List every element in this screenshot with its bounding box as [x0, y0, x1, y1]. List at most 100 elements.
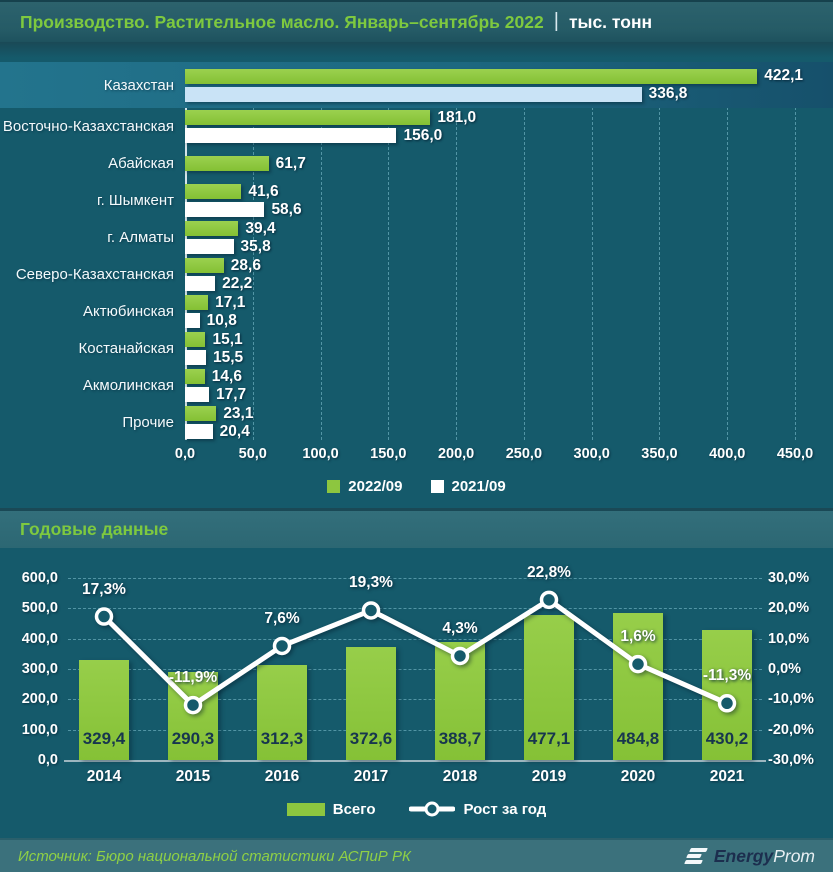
growth-value-label: 1,6% [620, 628, 656, 646]
growth-value-label: -11,3% [702, 667, 752, 685]
gridline-horizontal [68, 729, 762, 731]
bar-line-2021: 10,8 [185, 312, 805, 329]
annual-bar-value: 430,2 [705, 729, 749, 748]
region-label: Актюбинская [83, 303, 174, 320]
year-label: 2019 [531, 768, 567, 785]
annual-bar-value: 329,4 [82, 729, 126, 748]
legend-swatch [430, 480, 444, 493]
gridline-vertical [659, 62, 661, 440]
region-bars: 23,1 20,4 [185, 404, 805, 441]
regional-chart-gridlines [185, 62, 796, 440]
right-axis-tick-label: 30,0% [768, 570, 810, 586]
legend-label: 2022/09 [348, 478, 403, 495]
bar-2022 [185, 221, 239, 236]
bar-2022 [185, 68, 758, 84]
bar-2022 [185, 369, 205, 384]
legend-item: 2022/09 [327, 478, 403, 495]
bar-2021 [185, 424, 213, 439]
x-axis-tick-label: 300,0 [573, 446, 610, 462]
left-axis-tick-label: 200,0 [21, 691, 58, 708]
bar-value-2022: 17,1 [215, 293, 246, 311]
bar-line-2022: 41,6 [185, 183, 805, 200]
region-row: Прочие 23,1 20,4 [0, 404, 833, 441]
growth-line-marker [361, 601, 381, 620]
region-bars: 41,6 58,6 [185, 182, 805, 219]
bar-value-2022: 23,1 [223, 404, 254, 422]
region-row: Казахстан 422,1 336,8 [0, 62, 833, 108]
region-bars: 28,6 22,2 [185, 256, 805, 293]
bar-line-2021: 15,5 [185, 349, 805, 366]
x-axis-tick-label: 100,0 [302, 446, 339, 462]
bar-line-2021: 35,8 [185, 237, 805, 255]
bar-line-2021: 58,6 [185, 200, 805, 218]
bar-2022 [185, 110, 431, 125]
annual-chart-baseline [64, 760, 766, 762]
bar-2022 [185, 184, 242, 199]
x-axis-tick-label: 200,0 [437, 446, 475, 462]
bar-line-2022: 14,6 [185, 368, 805, 385]
region-label: Акмолинская [82, 377, 174, 394]
region-bars: 17,1 10,8 [185, 293, 805, 330]
header-shadow-strip [0, 42, 833, 58]
left-axis-tick-label: 400,0 [21, 630, 58, 647]
footer: Источник: Бюро национальной статистики А… [0, 838, 833, 872]
bar-value-2022: 61,7 [275, 154, 306, 172]
bar-value-2022: 15,1 [212, 330, 243, 348]
gridline-vertical [727, 62, 729, 440]
gridline-vertical [591, 62, 593, 440]
right-axis-tick-label: -20,0% [768, 721, 814, 738]
bar-line-2022: 422,1 [185, 67, 805, 84]
gridline-horizontal [68, 578, 762, 579]
year-label: 2018 [442, 768, 478, 785]
gridline-vertical [523, 62, 525, 440]
year-label: 2017 [353, 768, 389, 785]
bar-line-2022: 181,0 [185, 109, 805, 126]
annual-bar-value: 484,8 [616, 729, 660, 748]
year-label: 2015 [175, 768, 211, 785]
header: Производство. Растительное масло. Январь… [0, 0, 833, 42]
legend-bar-swatch [286, 802, 325, 816]
growth-value-label: -11,9% [168, 669, 218, 687]
region-row: Абайская 61,7 [0, 145, 833, 182]
region-row: Актюбинская 17,1 10,8 [0, 293, 833, 330]
x-axis-tick-label: 250,0 [505, 446, 543, 462]
bar-2021 [185, 350, 206, 365]
bar-value-2022: 422,1 [764, 67, 804, 84]
bar-value-2021: 58,6 [271, 200, 302, 218]
bar-2021 [185, 313, 200, 328]
bar-value-2022: 28,6 [230, 256, 261, 274]
bar-value-2021: 35,8 [240, 237, 271, 255]
source-text: Источник: Бюро национальной статистики А… [18, 847, 411, 865]
region-label: Северо-Казахстанская [15, 266, 174, 283]
x-axis-tick-label: 50,0 [238, 446, 267, 462]
bar-2021 [185, 86, 642, 102]
year-label: 2016 [264, 768, 300, 785]
region-bars: 39,4 35,8 [185, 219, 805, 256]
bar-line-2022: 61,7 [185, 154, 805, 172]
region-row: Акмолинская 14,6 17,7 [0, 367, 833, 404]
growth-value-label: 17,3% [82, 580, 126, 598]
growth-value-label: 4,3% [442, 619, 478, 637]
x-axis-tick-label: 450,0 [776, 446, 814, 462]
region-bars: 14,6 17,7 [185, 367, 805, 404]
regional-chart-x-axis: 0,0 50,0 100,0 150,0 200,0 250,0 300,0 350,0 400… [175, 446, 813, 464]
region-row: Северо-Казахстанская 28,6 22,2 [0, 256, 833, 293]
left-axis-tick-label: 600,0 [21, 570, 58, 586]
region-label: г. Алматы [107, 229, 174, 246]
bar-line-2022: 23,1 [185, 404, 805, 422]
regional-bar-chart: Казахстан 422,1 336,8 Восточно-Казахстанска… [0, 58, 833, 508]
region-row: Восточно-Казахстанская 181,0 156,0 [0, 108, 833, 145]
gridline-horizontal [68, 608, 762, 610]
legend-swatch [327, 480, 341, 493]
region-label: г. Шымкент [96, 192, 174, 209]
year-label: 2020 [620, 768, 656, 785]
left-axis-tick-label: 300,0 [21, 661, 58, 677]
legend-item: Рост за год [409, 800, 546, 818]
bar-value-2021: 156,0 [403, 126, 443, 144]
energyprom-logo: EnergyProm [683, 846, 815, 867]
bar-2021 [185, 202, 265, 217]
annual-combo-chart: 0,0 100,0 200,0 300,0 400,0 500,0 600,0 -30,0%… [0, 548, 833, 838]
growth-value-label: 7,6% [264, 609, 300, 627]
bar-value-2021: 336,8 [648, 85, 688, 102]
